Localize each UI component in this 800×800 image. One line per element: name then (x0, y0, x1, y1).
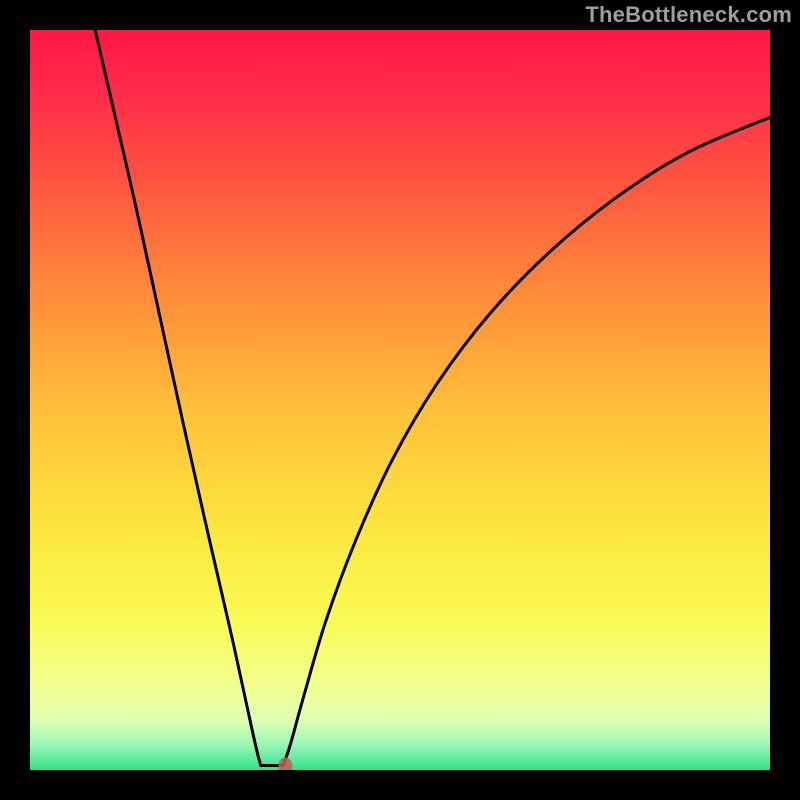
watermark-text: TheBottleneck.com (585, 2, 792, 28)
chart-svg (30, 30, 770, 770)
chart-frame: TheBottleneck.com (0, 0, 800, 800)
plot-area (30, 30, 770, 770)
gradient-background (30, 30, 770, 770)
